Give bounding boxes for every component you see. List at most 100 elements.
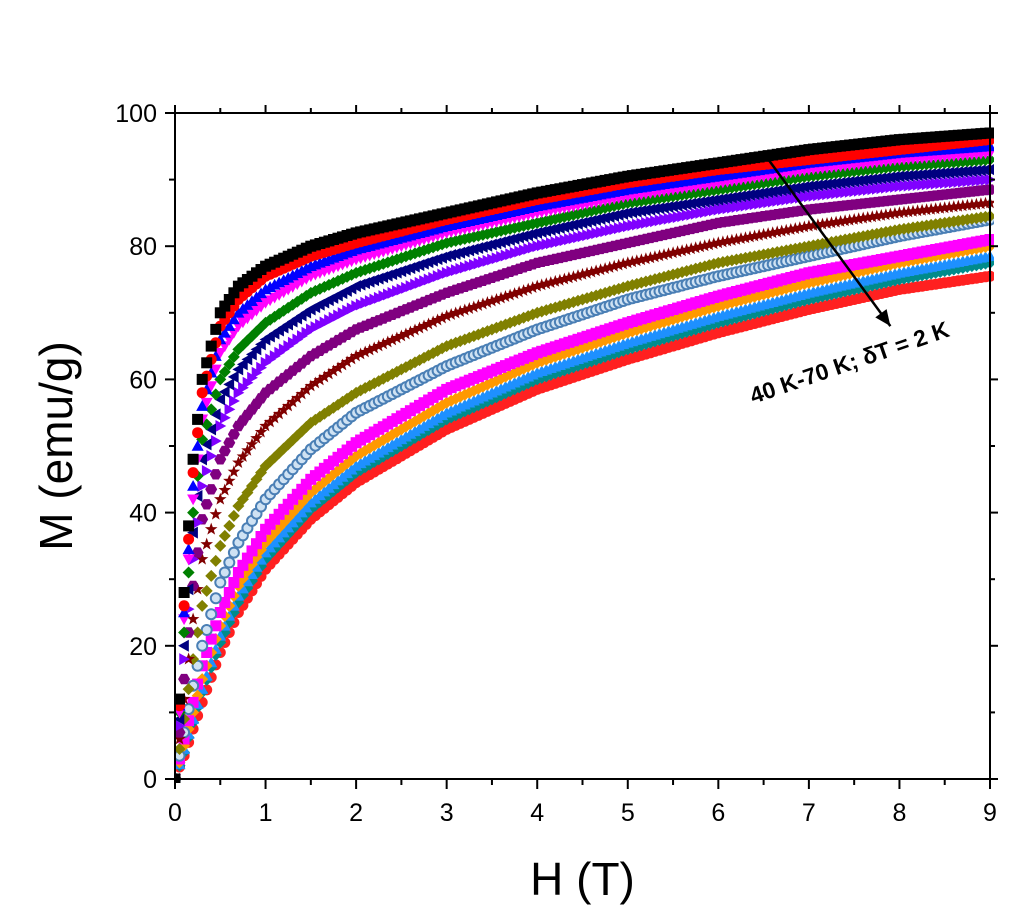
y-axis-title: M (emu/g) [30, 341, 82, 551]
data-point [210, 620, 222, 632]
data-point [286, 395, 299, 408]
data-point [395, 251, 408, 264]
data-point [224, 403, 236, 416]
data-point [309, 376, 322, 389]
data-point [915, 203, 929, 216]
x-tick-label: 0 [168, 799, 182, 827]
y-tick-label: 60 [129, 366, 157, 394]
data-point [644, 203, 656, 216]
data-point [793, 221, 807, 234]
data-point [762, 186, 773, 199]
data-point [825, 177, 837, 190]
data-point [703, 238, 716, 251]
data-point [725, 233, 739, 246]
data-point [952, 199, 965, 212]
data-point [178, 639, 189, 652]
data-point [277, 403, 290, 416]
data-point [463, 302, 476, 314]
data-point [237, 559, 249, 571]
data-point [793, 181, 805, 194]
data-point [236, 582, 249, 594]
data-point [236, 449, 250, 462]
data-point [526, 281, 539, 293]
data-point [558, 272, 571, 285]
data-point [187, 526, 198, 539]
data-point [187, 506, 200, 519]
data-point [621, 256, 635, 269]
data-point [214, 539, 227, 552]
data-point [834, 215, 847, 227]
data-point [594, 212, 606, 225]
data-point [684, 242, 698, 255]
data-point [245, 568, 258, 580]
data-point [200, 499, 213, 510]
data-point [178, 587, 190, 598]
data-point [943, 200, 956, 213]
data-point [295, 387, 309, 400]
data-point [272, 407, 286, 420]
data-point [567, 270, 580, 283]
series-62k [175, 234, 994, 783]
data-point [635, 253, 648, 266]
data-point [223, 556, 236, 569]
data-point [766, 226, 779, 239]
data-point [390, 253, 403, 266]
series-64k [175, 240, 994, 783]
data-point [395, 329, 408, 342]
data-point [716, 192, 728, 205]
data-point [693, 240, 707, 253]
data-point [820, 217, 834, 229]
data-point [802, 180, 814, 193]
data-point [508, 287, 521, 299]
data-point [435, 311, 449, 324]
data-point [888, 207, 902, 219]
data-point [866, 210, 879, 223]
data-point [195, 552, 209, 565]
data-point [752, 228, 766, 241]
series-56k [175, 196, 994, 783]
data-point [187, 494, 200, 506]
data-point [472, 299, 485, 311]
data-point [196, 453, 207, 466]
data-point [467, 300, 481, 313]
data-point [227, 429, 240, 440]
annotation-arrow-head [875, 309, 891, 327]
data-point [196, 400, 209, 411]
data-point [431, 313, 444, 326]
data-point [201, 647, 213, 658]
data-point [685, 197, 696, 210]
data-point [209, 507, 222, 520]
data-point [210, 435, 222, 448]
data-point [531, 226, 543, 239]
series-50k [175, 163, 994, 783]
data-point [617, 207, 629, 220]
data-point [218, 445, 231, 457]
data-point [734, 190, 746, 203]
data-point [426, 315, 440, 328]
data-point [214, 393, 226, 406]
data-point [336, 358, 349, 371]
data-point [775, 224, 788, 237]
data-point [490, 293, 503, 305]
data-point [214, 347, 227, 359]
data-point [201, 464, 213, 477]
data-point [175, 743, 186, 756]
data-point [476, 297, 490, 310]
data-point [965, 198, 979, 211]
data-point [621, 206, 633, 219]
data-point [214, 307, 226, 319]
data-point [300, 383, 313, 396]
data-point [608, 209, 619, 222]
data-point [653, 249, 666, 262]
data-point [232, 363, 244, 376]
data-point [191, 659, 204, 672]
data-point [214, 492, 227, 505]
data-point [607, 259, 621, 272]
data-point [834, 176, 846, 189]
data-point [644, 251, 657, 264]
data-point [789, 222, 802, 235]
data-point [183, 520, 195, 532]
data-point [757, 186, 769, 199]
data-point [340, 355, 354, 368]
